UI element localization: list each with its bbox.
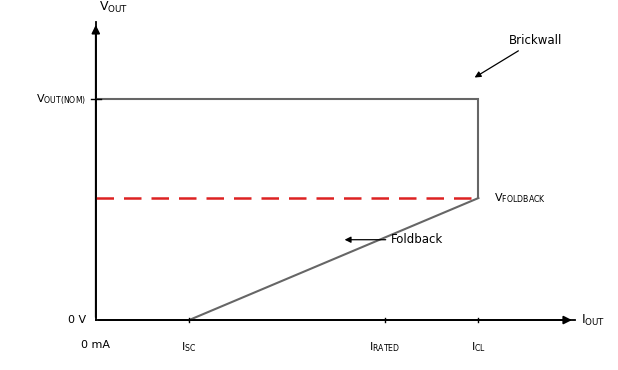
- Text: V$_\mathregular{FOLDBACK}$: V$_\mathregular{FOLDBACK}$: [494, 191, 546, 205]
- Text: 0 V: 0 V: [69, 315, 87, 325]
- Text: 0 mA: 0 mA: [82, 340, 110, 350]
- Text: V$_\mathregular{OUT(NOM)}$: V$_\mathregular{OUT(NOM)}$: [36, 92, 87, 107]
- Text: I$_\mathregular{RATED}$: I$_\mathregular{RATED}$: [370, 340, 400, 354]
- Text: I$_\mathregular{SC}$: I$_\mathregular{SC}$: [182, 340, 197, 354]
- Text: I$_\mathregular{OUT}$: I$_\mathregular{OUT}$: [581, 313, 605, 327]
- Text: Foldback: Foldback: [346, 233, 444, 246]
- Text: V$_\mathregular{OUT}$: V$_\mathregular{OUT}$: [99, 0, 128, 15]
- Text: I$_\mathregular{CL}$: I$_\mathregular{CL}$: [471, 340, 486, 354]
- Text: Brickwall: Brickwall: [476, 34, 562, 77]
